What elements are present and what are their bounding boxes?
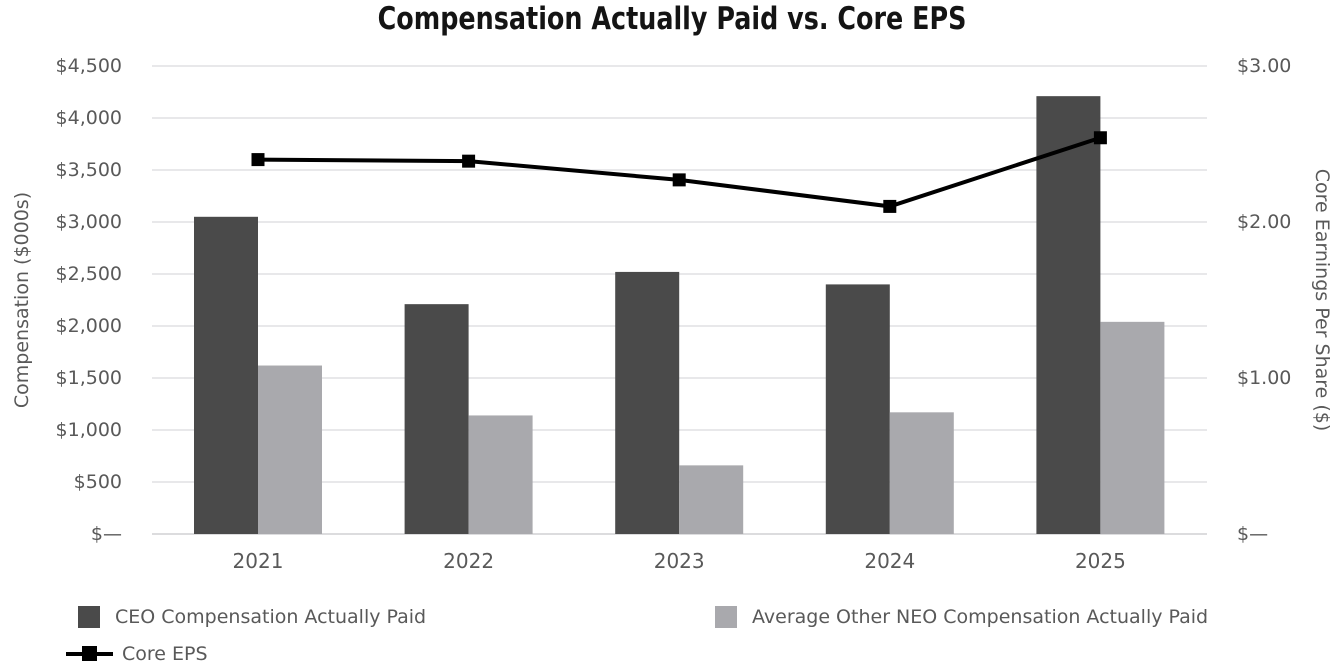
bar-neo-2024 bbox=[889, 412, 954, 534]
legend-swatch-ceo bbox=[78, 606, 100, 628]
legend-item-ceo: CEO Compensation Actually Paid bbox=[78, 605, 426, 629]
bar-ceo-2024 bbox=[825, 284, 890, 534]
left-axis-tick-7: $3,500 bbox=[55, 159, 122, 181]
left-axis-tick-4: $2,000 bbox=[55, 315, 122, 337]
bar-neo-2023 bbox=[679, 465, 744, 534]
left-axis-tick-2: $1,000 bbox=[55, 419, 122, 441]
legend-swatch-neo bbox=[715, 606, 737, 628]
legend-item-core-eps: Core EPS bbox=[66, 642, 208, 666]
x-axis-label-2022: 2022 bbox=[443, 549, 495, 573]
left-axis-tick-1: $500 bbox=[73, 471, 122, 493]
left-axis-tick-3: $1,500 bbox=[55, 367, 122, 389]
legend-square-glyph bbox=[82, 646, 97, 661]
legend-item-neo: Average Other NEO Compensation Actually … bbox=[715, 605, 1208, 629]
y-axis-title-left: Compensation ($000s) bbox=[11, 191, 33, 409]
right-axis-tick-3: $3.00 bbox=[1237, 55, 1292, 77]
y-axis-title-right: Core Earnings Per Share ($) bbox=[1311, 168, 1333, 432]
point-core-eps-2023 bbox=[672, 173, 686, 187]
bar-ceo-2021 bbox=[194, 216, 258, 535]
legend-marker-core-eps-icon bbox=[66, 646, 113, 662]
bar-neo-2021 bbox=[258, 365, 322, 534]
bar-ceo-2022 bbox=[404, 304, 469, 534]
legend-label-core-eps: Core EPS bbox=[122, 643, 208, 665]
left-axis-tick-5: $2,500 bbox=[55, 263, 122, 285]
x-axis-label-2023: 2023 bbox=[653, 549, 705, 573]
bar-neo-2022 bbox=[468, 415, 533, 534]
x-axis-label-2024: 2024 bbox=[864, 549, 916, 573]
bar-ceo-2023 bbox=[615, 271, 680, 534]
right-axis-tick-2: $2.00 bbox=[1237, 211, 1292, 233]
chart-title-text: Compensation Actually Paid vs. Core EPS bbox=[377, 1, 967, 37]
left-axis-tick-8: $4,000 bbox=[55, 107, 122, 129]
point-core-eps-2022 bbox=[462, 154, 476, 168]
line-core-eps bbox=[257, 135, 1102, 209]
bar-ceo-2025 bbox=[1036, 96, 1101, 534]
left-axis-tick-0: $— bbox=[90, 523, 122, 545]
legend-label-neo: Average Other NEO Compensation Actually … bbox=[752, 606, 1209, 628]
x-axis-label-2025: 2025 bbox=[1074, 549, 1126, 573]
point-core-eps-2021 bbox=[251, 153, 265, 167]
point-core-eps-2025 bbox=[1093, 131, 1107, 145]
right-axis-tick-0: $— bbox=[1237, 523, 1269, 545]
right-axis-tick-1: $1.00 bbox=[1237, 367, 1292, 389]
left-axis-tick-6: $3,000 bbox=[55, 211, 122, 233]
bar-neo-2025 bbox=[1100, 321, 1165, 534]
legend-label-ceo: CEO Compensation Actually Paid bbox=[115, 606, 427, 628]
x-axis-label-2021: 2021 bbox=[232, 549, 284, 573]
point-core-eps-2024 bbox=[883, 199, 897, 213]
chart-title: Compensation Actually Paid vs. Core EPS bbox=[0, 1, 1344, 37]
left-axis-tick-9: $4,500 bbox=[55, 55, 122, 77]
